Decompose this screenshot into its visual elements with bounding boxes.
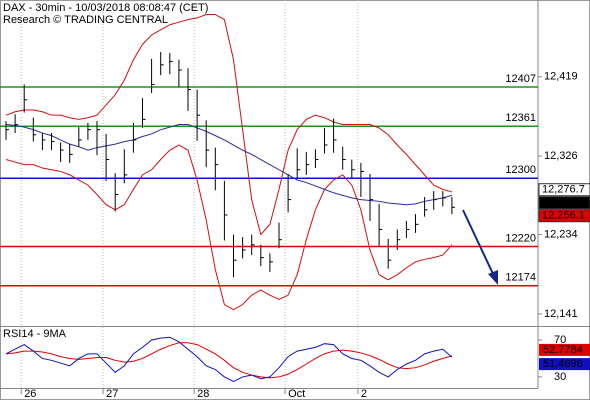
price-label-box — [538, 196, 590, 210]
forecast-arrow-head — [488, 270, 498, 285]
rsi-ma-line — [5, 342, 453, 379]
upper-band — [5, 14, 453, 236]
chart-subtitle: Research © TRADING CENTRAL — [3, 14, 168, 26]
price-label-box — [538, 209, 590, 223]
x-tick-label: 26 — [24, 388, 36, 400]
level-label: 12300 — [505, 164, 536, 176]
rsi-tick-label: 70 — [554, 334, 566, 346]
y-tick-label: 12,419 — [544, 71, 578, 83]
forecast-arrow — [462, 209, 495, 277]
level-label: 12407 — [505, 73, 536, 85]
level-label: 12361 — [505, 112, 536, 124]
y-tick-label: 12,326 — [544, 150, 578, 162]
rsi-value-label: 52.7784 — [543, 344, 583, 356]
moving-average — [5, 124, 453, 206]
x-tick-label: 2 — [361, 388, 367, 400]
rsi-value-box — [539, 343, 590, 356]
rsi-title: RSI14 - 9MA — [3, 328, 67, 340]
rsi-tick-label: 30 — [554, 371, 566, 383]
y-tick-label: 12,141 — [544, 308, 578, 320]
lower-band — [5, 144, 453, 311]
level-label: 12174 — [505, 272, 536, 284]
rsi-value-label: 51.4696 — [543, 358, 583, 370]
price-label: 12,266 — [542, 197, 576, 209]
price-label-box — [538, 183, 590, 197]
price-label: 12,276.7 — [542, 184, 585, 196]
x-tick-label: Oct — [288, 388, 305, 400]
rsi-value-box — [539, 358, 590, 371]
rsi-line — [5, 336, 453, 383]
y-tick-label: 12,234 — [544, 228, 578, 240]
price-label: 12,256.1 — [542, 210, 585, 222]
x-tick-label: 28 — [197, 388, 209, 400]
x-tick-label: 27 — [106, 388, 118, 400]
chart-title: DAX - 30min - 10/03/2018 08:08:47 (CET) — [3, 2, 208, 14]
level-label: 12220 — [505, 232, 536, 244]
